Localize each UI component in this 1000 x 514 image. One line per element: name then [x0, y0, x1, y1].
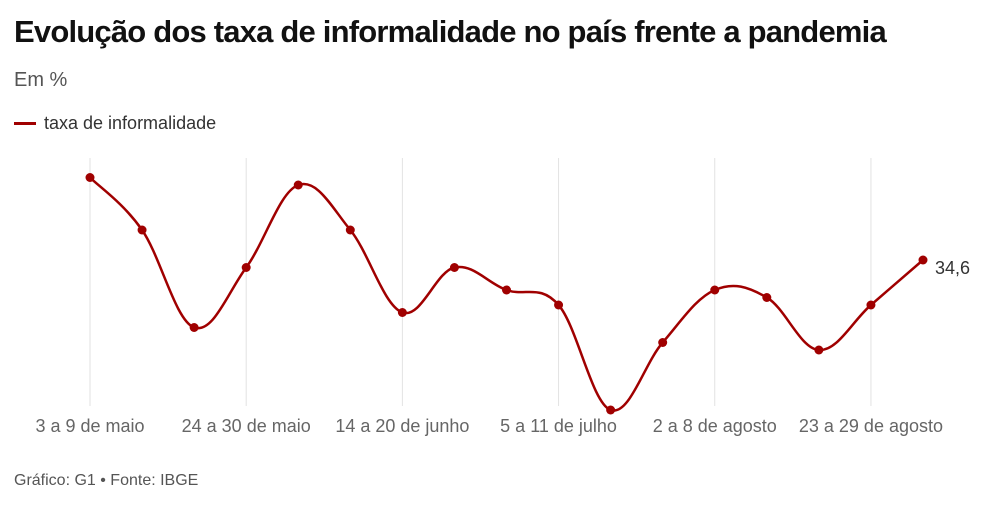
x-tick-label: 24 a 30 de maio	[182, 416, 311, 436]
x-tick-label: 23 a 29 de agosto	[799, 416, 943, 436]
legend: taxa de informalidade	[14, 113, 216, 134]
x-tick-label: 14 a 20 de junho	[335, 416, 469, 436]
data-point	[814, 345, 824, 355]
x-tick-label: 5 a 11 de julho	[500, 416, 617, 436]
data-point	[241, 263, 251, 272]
chart-subtitle: Em %	[14, 69, 68, 91]
data-point	[345, 225, 355, 235]
data-point	[293, 180, 303, 190]
data-point	[137, 225, 147, 235]
data-point	[710, 285, 720, 295]
data-point	[85, 173, 95, 182]
data-point	[397, 308, 407, 317]
x-tick-label: 3 a 9 de maio	[35, 416, 144, 436]
data-points	[85, 173, 928, 415]
data-point	[918, 255, 928, 265]
x-tick-label: 2 a 8 de agosto	[653, 416, 777, 436]
data-point	[449, 263, 459, 272]
data-point	[866, 300, 876, 310]
grid-lines	[89, 158, 872, 406]
legend-swatch	[14, 122, 36, 125]
data-point	[502, 285, 511, 295]
data-point	[762, 293, 772, 302]
data-point	[658, 338, 668, 347]
data-point	[606, 405, 616, 415]
x-axis-ticks: 3 a 9 de maio 24 a 30 de maio 14 a 20 de j…	[35, 416, 943, 436]
legend-label: taxa de informalidade	[44, 113, 217, 133]
chart-title: Evolução dos taxa de informalidade no pa…	[14, 14, 887, 49]
data-point	[189, 323, 199, 332]
data-point	[554, 300, 564, 310]
last-value-label: 34,6	[935, 258, 970, 278]
source-footer: Gráfico: G1 • Fonte: IBGE	[14, 472, 199, 489]
